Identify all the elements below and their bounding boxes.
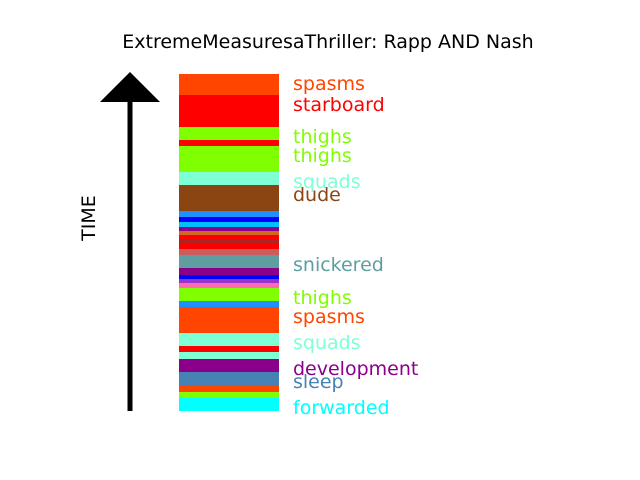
timeline-segment — [179, 185, 279, 211]
timeline-segment — [179, 279, 279, 283]
timeline-segment — [179, 249, 279, 255]
timeline-segment — [179, 127, 279, 140]
chart-title: ExtremeMeasuresaThriller: Rapp AND Nash — [122, 31, 533, 53]
segment-label: starboard — [293, 94, 385, 116]
timeline-segment — [179, 352, 279, 359]
timeline-segment — [179, 231, 279, 235]
timeline-segment — [179, 172, 279, 185]
timeline-segment — [179, 275, 279, 279]
y-axis-label: TIME — [78, 195, 100, 242]
segment-label: thighs — [293, 145, 352, 167]
timeline-segment — [179, 146, 279, 172]
timeline-segment — [179, 392, 279, 398]
timeline-segment — [179, 346, 279, 352]
timeline-segment — [179, 244, 279, 249]
timeline-segment — [179, 222, 279, 227]
timeline-segment — [179, 95, 279, 127]
timeline-segment — [179, 385, 279, 392]
segment-label: spasms — [293, 306, 365, 328]
timeline-bar — [179, 74, 279, 411]
timeline-segment — [179, 398, 279, 411]
timeline-segment — [179, 359, 279, 372]
timeline-segment — [179, 333, 279, 346]
segment-label: squads — [293, 171, 361, 193]
timeline-segment — [179, 255, 279, 268]
timeline-segment — [179, 288, 279, 301]
timeline-segment — [179, 74, 279, 95]
timeline-segment — [179, 301, 279, 307]
segment-label: sleep — [293, 371, 344, 393]
timeline-segment — [179, 372, 279, 385]
segment-label: dude — [293, 184, 341, 206]
timeline-segment — [179, 227, 279, 231]
timeline-segment — [179, 240, 279, 244]
timeline-segment — [179, 268, 279, 275]
timeline-segment — [179, 283, 279, 288]
timeline-segment — [179, 307, 279, 333]
segment-label: development — [293, 358, 418, 380]
time-arrow-head — [100, 72, 160, 102]
segment-label: forwarded — [293, 397, 390, 419]
segment-labels: spasmsstarboardthighsthighssquadsdudesni… — [293, 73, 418, 419]
segment-label: spasms — [293, 73, 365, 95]
segment-label: snickered — [293, 254, 384, 276]
timeline-segment — [179, 140, 279, 146]
timeline-segment — [179, 217, 279, 222]
segment-label: squads — [293, 332, 361, 354]
segment-label: thighs — [293, 287, 352, 309]
timeline-segment — [179, 211, 279, 217]
segment-label: thighs — [293, 126, 352, 148]
timeline-segment — [179, 235, 279, 240]
